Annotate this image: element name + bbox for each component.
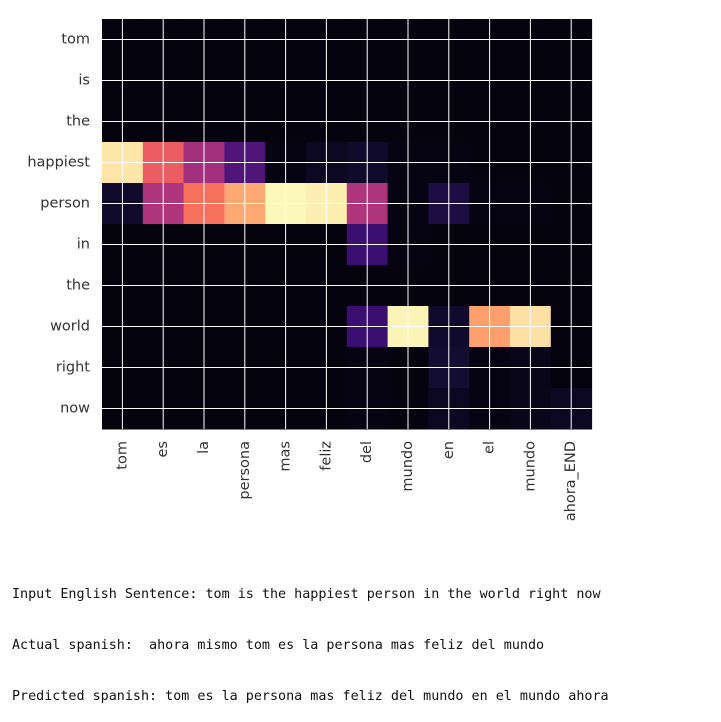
heatmap-grid (102, 19, 592, 429)
x-tick-label: mas (278, 441, 294, 472)
y-tick-label: world (50, 319, 90, 335)
x-tick-label: es (155, 441, 171, 457)
attention-heatmap: tom is the happiest person in the world right now… (27, 19, 593, 521)
y-tick-label: person (40, 196, 90, 212)
x-tick-label: mundo (400, 441, 416, 492)
actual-translation-line: Actual spanish: ahora mismo tom es la pe… (12, 638, 545, 653)
y-tick-label: is (78, 73, 90, 89)
y-tick-label: now (60, 401, 90, 417)
x-tick-labels: tom es la persona mas feliz del mundo en el mundo a… (114, 441, 579, 521)
x-tick-label: feliz (318, 441, 334, 471)
x-tick-label: tom (114, 441, 130, 470)
x-tick-label: el (482, 441, 498, 454)
y-tick-label: happiest (27, 155, 90, 171)
console-output: Input English Sentence: tom is the happi… (12, 552, 609, 722)
x-tick-label: mundo (522, 441, 538, 492)
predicted-translation-line: Predicted spanish: tom es la persona mas… (12, 689, 609, 704)
y-tick-label: right (56, 360, 90, 376)
x-tick-label: persona (237, 441, 253, 500)
y-tick-label: in (77, 237, 90, 253)
x-tick-label: del (359, 441, 375, 463)
input-sentence-line: Input English Sentence: tom is the happi… (12, 587, 601, 602)
x-tick-label: ahora_END (563, 441, 579, 521)
y-tick-label: tom (61, 32, 90, 48)
x-tick-label: la (196, 441, 212, 454)
x-tick-label: en (441, 441, 457, 459)
y-tick-labels: tom is the happiest person in the world right now (27, 32, 90, 417)
y-tick-label: the (66, 278, 90, 294)
y-tick-label: the (66, 114, 90, 130)
